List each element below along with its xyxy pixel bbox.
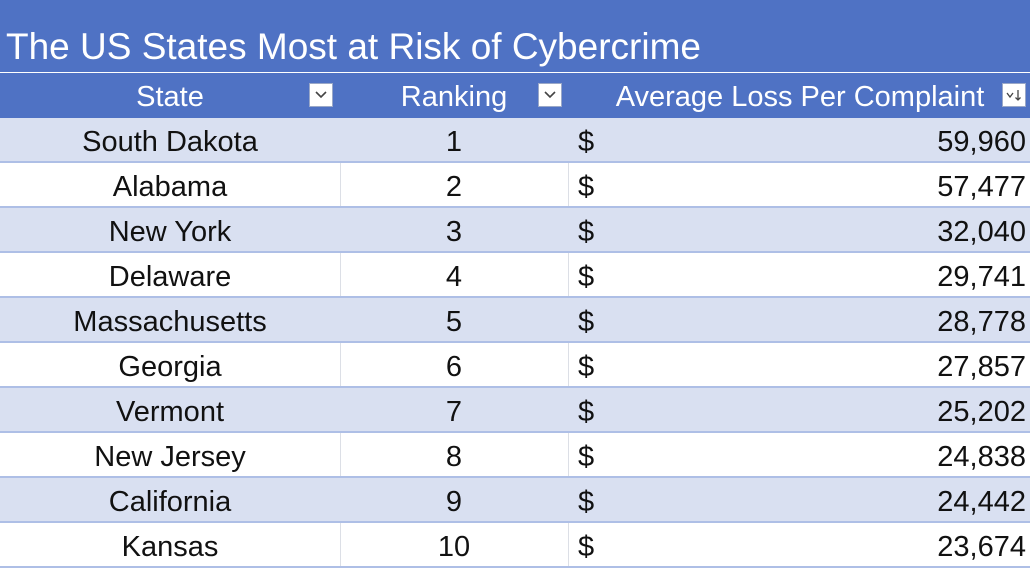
cell-ranking[interactable]: 1 [445, 126, 463, 158]
gridline [568, 523, 569, 566]
cell-state[interactable]: New York [108, 216, 232, 248]
column-header-average-loss: Average Loss Per Complaint [615, 81, 985, 113]
table-row[interactable]: Alabama 2 $57,477 [0, 163, 1030, 208]
cell-average-loss[interactable]: 28,778 [937, 306, 1026, 338]
table-body: South Dakota 1 $59,960 Alabama 2 $57,477 New Y… [0, 118, 1030, 568]
gridline [568, 163, 569, 206]
cell-ranking[interactable]: 8 [445, 441, 463, 473]
table-row[interactable]: Delaware 4 $29,741 [0, 253, 1030, 298]
cell-currency[interactable]: $ [578, 396, 595, 428]
table-row[interactable]: Kansas 10 $23,674 [0, 523, 1030, 568]
table-row[interactable]: Massachusetts 5 $28,778 [0, 298, 1030, 343]
table-row[interactable]: California 9 $24,442 [0, 478, 1030, 523]
cell-currency[interactable]: $ [578, 351, 595, 383]
cell-ranking[interactable]: 9 [445, 486, 463, 518]
cell-average-loss[interactable]: 24,442 [937, 486, 1026, 518]
gridline [340, 433, 341, 476]
gridline [568, 253, 569, 296]
cell-state[interactable]: Massachusetts [73, 306, 267, 338]
cell-state[interactable]: Vermont [116, 396, 224, 428]
cell-currency[interactable]: $ [578, 216, 595, 248]
cell-currency[interactable]: $ [578, 306, 595, 338]
cell-average-loss[interactable]: 25,202 [937, 396, 1026, 428]
table-row[interactable]: New York 3 $32,040 [0, 208, 1030, 253]
gridline [340, 163, 341, 206]
dropdown-arrow-icon [315, 91, 327, 99]
gridline [568, 433, 569, 476]
cell-average-loss[interactable]: 57,477 [937, 171, 1026, 203]
gridline [568, 343, 569, 386]
cell-currency[interactable]: $ [578, 486, 595, 518]
ranking-filter-button[interactable] [538, 83, 562, 107]
loss-sort-filter-button[interactable] [1002, 83, 1026, 107]
cell-currency[interactable]: $ [578, 441, 595, 473]
cell-state[interactable]: Alabama [112, 171, 228, 203]
cell-average-loss[interactable]: 27,857 [937, 351, 1026, 383]
cell-state[interactable]: Delaware [108, 261, 232, 293]
table-row[interactable]: Vermont 7 $25,202 [0, 388, 1030, 433]
gridline [340, 523, 341, 566]
cell-average-loss[interactable]: 29,741 [937, 261, 1026, 293]
dropdown-arrow-icon [544, 91, 556, 99]
cell-state[interactable]: Kansas [121, 531, 219, 563]
header-row: State Ranking Average Loss Per Complaint [0, 73, 1030, 118]
cell-currency[interactable]: $ [578, 126, 595, 158]
title-bar: The US States Most at Risk of Cybercrime [0, 0, 1030, 72]
cell-average-loss[interactable]: 32,040 [937, 216, 1026, 248]
cell-ranking[interactable]: 10 [437, 531, 471, 563]
cell-state[interactable]: California [108, 486, 232, 518]
cell-ranking[interactable]: 5 [445, 306, 463, 338]
gridline [340, 343, 341, 386]
cell-currency[interactable]: $ [578, 261, 595, 293]
table-row[interactable]: Georgia 6 $27,857 [0, 343, 1030, 388]
cell-ranking[interactable]: 4 [445, 261, 463, 293]
gridline [340, 253, 341, 296]
column-header-state: State [136, 81, 204, 113]
table-row[interactable]: New Jersey 8 $24,838 [0, 433, 1030, 478]
cell-ranking[interactable]: 2 [445, 171, 463, 203]
cell-ranking[interactable]: 6 [445, 351, 463, 383]
table-title: The US States Most at Risk of Cybercrime [6, 26, 701, 67]
table-row[interactable]: South Dakota 1 $59,960 [0, 118, 1030, 163]
cell-state[interactable]: Georgia [118, 351, 222, 383]
cell-average-loss[interactable]: 59,960 [937, 126, 1026, 158]
column-header-ranking: Ranking [400, 81, 508, 113]
cell-average-loss[interactable]: 24,838 [937, 441, 1026, 473]
cell-ranking[interactable]: 3 [445, 216, 463, 248]
cell-currency[interactable]: $ [578, 171, 595, 203]
cell-ranking[interactable]: 7 [445, 396, 463, 428]
cell-state[interactable]: South Dakota [82, 126, 258, 158]
state-filter-button[interactable] [309, 83, 333, 107]
cell-average-loss[interactable]: 23,674 [937, 531, 1026, 563]
cell-currency[interactable]: $ [578, 531, 595, 563]
sort-descending-filter-icon [1005, 88, 1023, 102]
cell-state[interactable]: New Jersey [94, 441, 246, 473]
